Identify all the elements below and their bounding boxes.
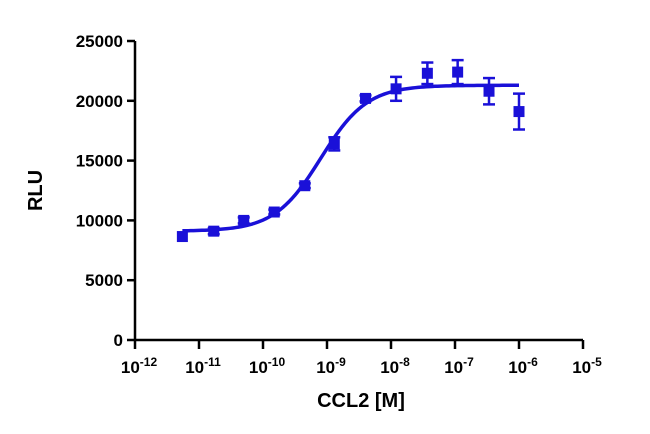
x-tick-exponent: -5 <box>591 355 602 369</box>
x-tick-base: 10 <box>121 358 140 377</box>
x-axis-title: CCL2 [M] <box>317 390 405 412</box>
x-axis: 10-12 10-11 10-10 10-9 10-8 10-7 10-6 10-5 <box>121 338 602 377</box>
y-tick-label: 10000 <box>76 211 123 230</box>
y-tick-label: 0 <box>114 331 123 350</box>
x-tick-label: 10-10 <box>249 355 286 377</box>
x-tick-exponent: -6 <box>527 355 538 369</box>
x-tick-exponent: -8 <box>399 355 410 369</box>
data-point <box>238 214 250 226</box>
data-point <box>268 206 280 218</box>
y-tick-label: 25000 <box>76 32 123 51</box>
x-tick-base: 10 <box>508 358 527 377</box>
x-tick-exponent: -12 <box>140 355 158 369</box>
x-tick-exponent: -9 <box>335 355 346 369</box>
x-tick-label: 10-5 <box>572 355 602 377</box>
x-tick-label: 10-8 <box>380 355 410 377</box>
y-axis: 0 5000 10000 15000 20000 25000 <box>76 32 137 350</box>
y-tick-label: 5000 <box>85 271 123 290</box>
x-tick-base: 10 <box>380 358 399 377</box>
data-point <box>208 225 220 237</box>
fit-curve-layer <box>182 83 519 233</box>
x-tick-base: 10 <box>249 358 268 377</box>
x-tick-label: 10-7 <box>444 355 474 377</box>
x-tick-exponent: -7 <box>463 355 474 369</box>
x-tick-base: 10 <box>572 358 591 377</box>
data-point <box>421 67 433 79</box>
data-point <box>452 66 464 78</box>
x-tick-label: 10-11 <box>185 355 221 377</box>
x-tick-exponent: -11 <box>204 355 221 369</box>
x-tick-exponent: -10 <box>268 355 286 369</box>
x-tick-base: 10 <box>444 358 463 377</box>
data-points-layer <box>176 58 525 243</box>
data-point <box>299 180 311 192</box>
y-tick-label: 15000 <box>76 152 123 171</box>
data-point <box>513 106 525 118</box>
y-tick-label: 20000 <box>76 92 123 111</box>
fit-curve <box>182 83 519 233</box>
data-point <box>483 85 495 97</box>
data-point <box>360 92 372 104</box>
data-point <box>176 231 188 243</box>
data-point <box>328 138 340 150</box>
x-tick-base: 10 <box>316 358 335 377</box>
y-axis-title: RLU <box>25 170 47 211</box>
data-point <box>390 83 402 95</box>
x-tick-base: 10 <box>185 358 204 377</box>
x-tick-label: 10-9 <box>316 355 346 377</box>
x-tick-label: 10-12 <box>121 355 158 377</box>
x-tick-label: 10-6 <box>508 355 538 377</box>
